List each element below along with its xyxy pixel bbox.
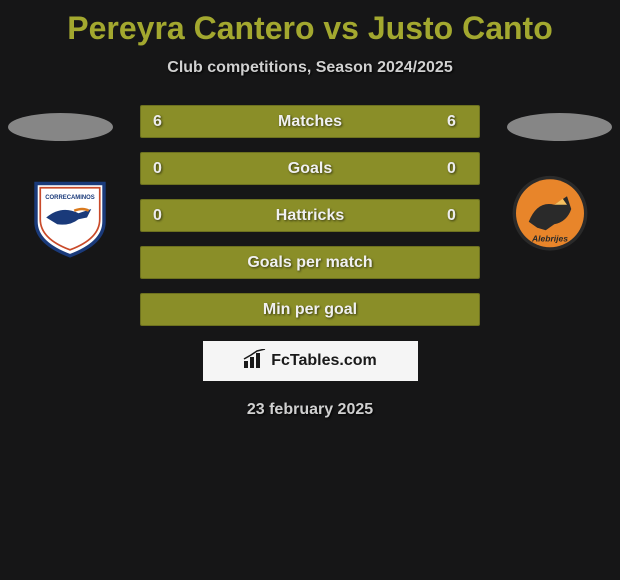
- stat-right-value: 0: [447, 207, 467, 225]
- svg-text:Alebrijes: Alebrijes: [531, 233, 568, 243]
- left-player-oval: [8, 113, 113, 141]
- stat-bar-min-per-goal: Min per goal: [140, 293, 480, 326]
- stat-left-value: 6: [153, 113, 173, 131]
- left-team-logo: CORRECAMINOS: [20, 175, 120, 260]
- stat-label: Goals per match: [247, 254, 372, 272]
- stat-bar-goals-per-match: Goals per match: [140, 246, 480, 279]
- comparison-panel: CORRECAMINOS Alebrijes 6 Matches 6 0 Goa…: [0, 105, 620, 419]
- stat-label: Goals: [288, 160, 332, 178]
- stat-bar-hattricks: 0 Hattricks 0: [140, 199, 480, 232]
- date-text: 23 february 2025: [0, 401, 620, 419]
- stat-bar-matches: 6 Matches 6: [140, 105, 480, 138]
- right-team-logo: Alebrijes: [500, 175, 600, 260]
- stat-right-value: 0: [447, 160, 467, 178]
- stat-left-value: 0: [153, 160, 173, 178]
- stats-container: 6 Matches 6 0 Goals 0 0 Hattricks 0 Goal…: [140, 105, 480, 326]
- stat-left-value: 0: [153, 207, 173, 225]
- brand-text: FcTables.com: [271, 352, 377, 370]
- chart-icon: [243, 349, 267, 374]
- correcaminos-shield-icon: CORRECAMINOS: [20, 175, 120, 260]
- subtitle: Club competitions, Season 2024/2025: [0, 59, 620, 77]
- stat-label: Hattricks: [276, 207, 344, 225]
- alebrijes-shield-icon: Alebrijes: [500, 175, 600, 260]
- svg-text:CORRECAMINOS: CORRECAMINOS: [45, 195, 95, 201]
- stat-right-value: 6: [447, 113, 467, 131]
- right-player-oval: [507, 113, 612, 141]
- branding-box: FcTables.com: [203, 341, 418, 381]
- stat-label: Matches: [278, 113, 342, 131]
- stat-label: Min per goal: [263, 301, 357, 319]
- page-title: Pereyra Cantero vs Justo Canto: [0, 0, 620, 47]
- stat-bar-goals: 0 Goals 0: [140, 152, 480, 185]
